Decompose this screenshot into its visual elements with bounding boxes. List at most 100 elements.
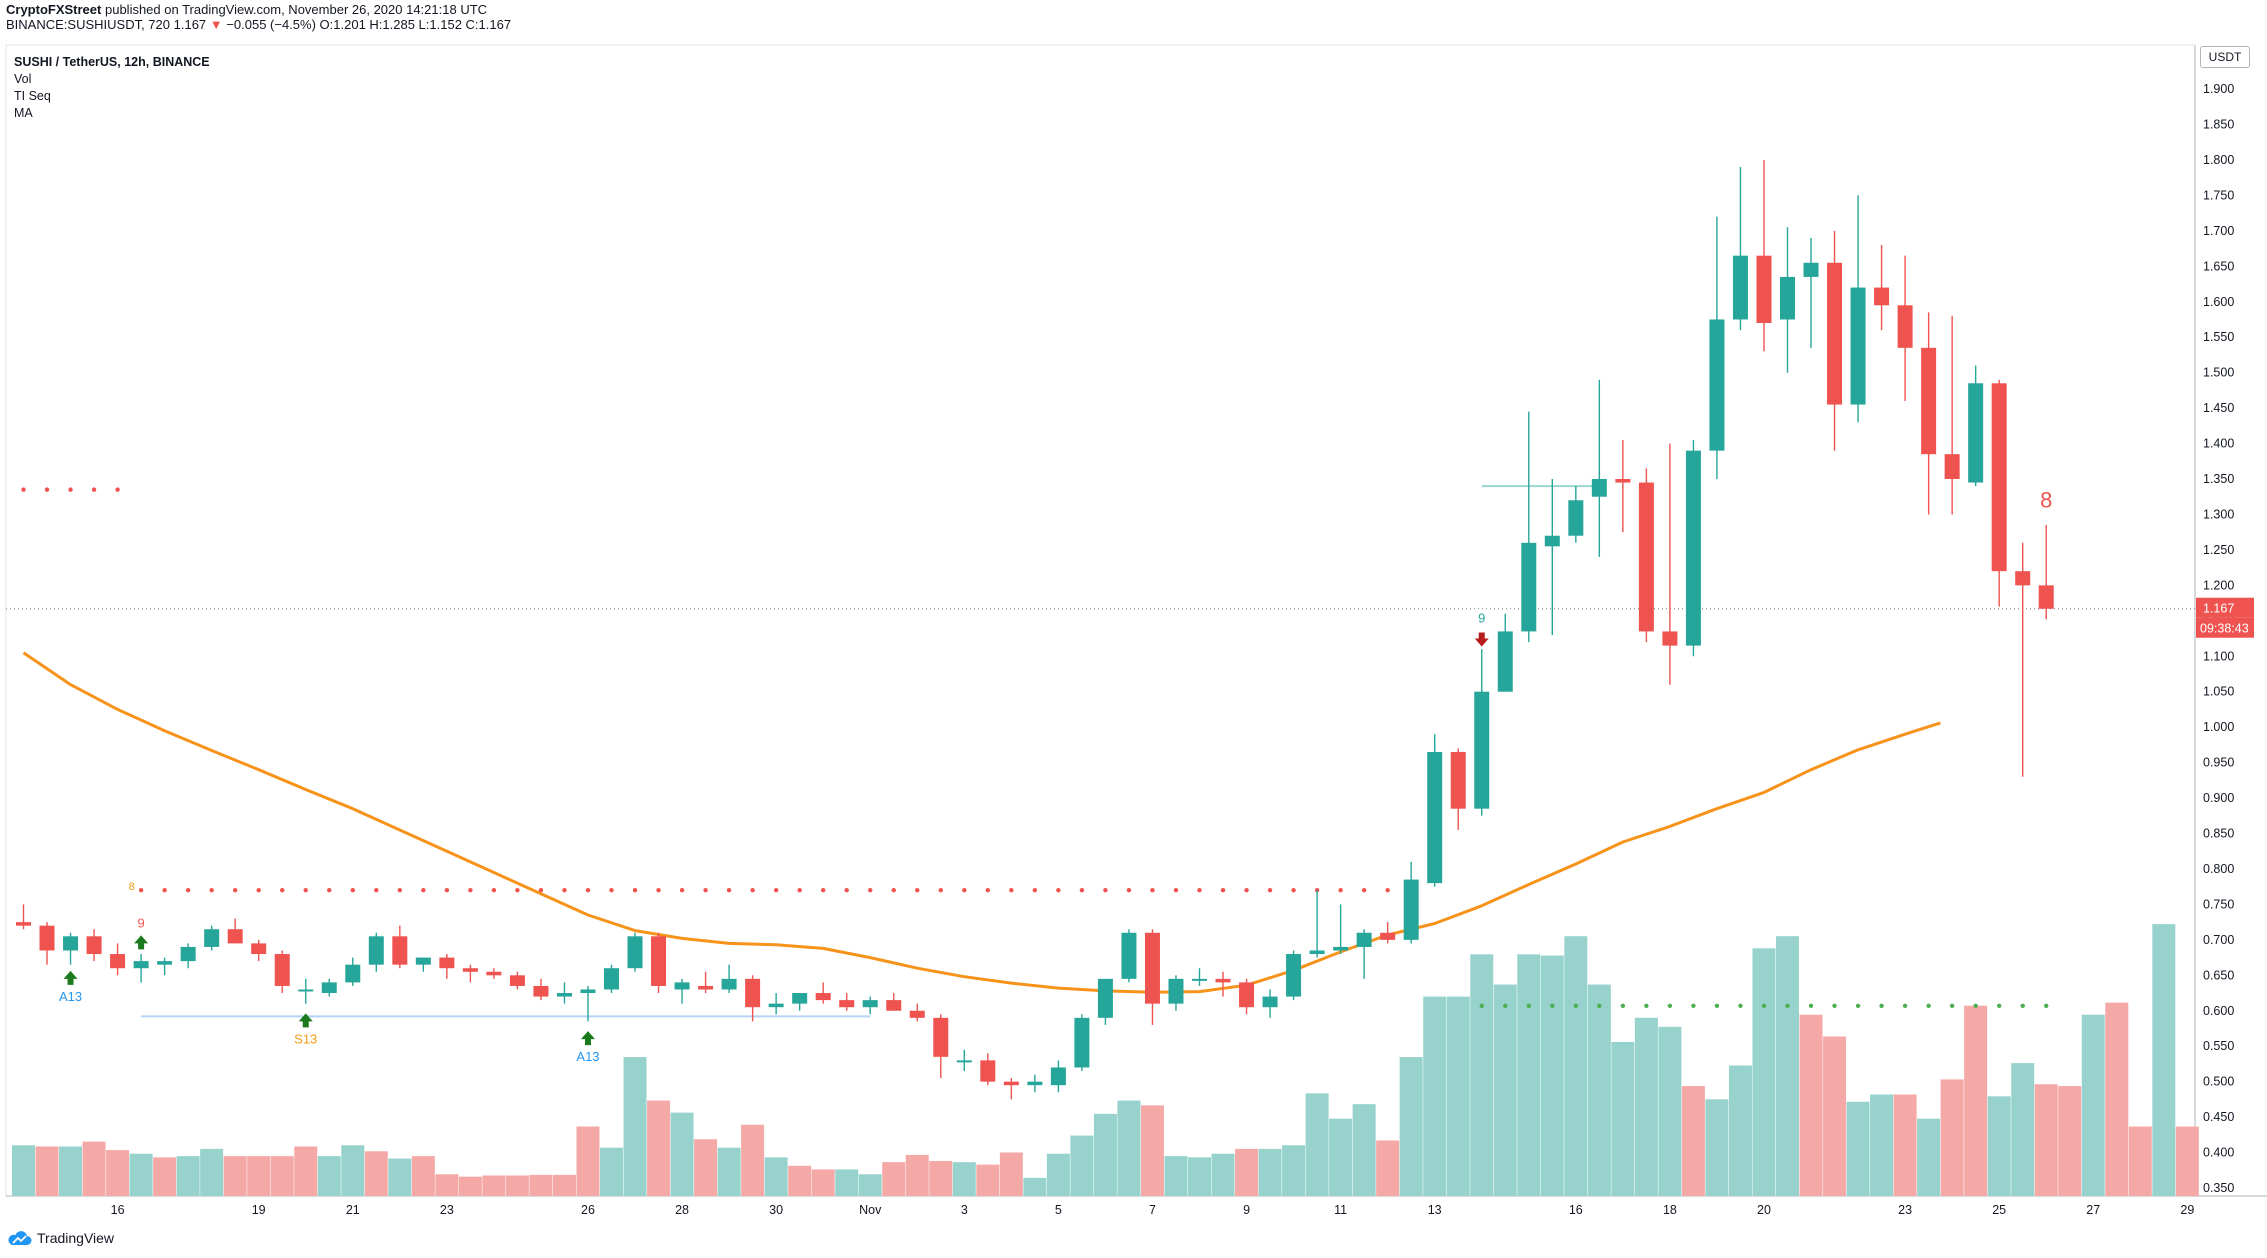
volume-bar (929, 1160, 953, 1196)
candle-body (1027, 1081, 1043, 1086)
seq-label: 9 (1478, 611, 1485, 626)
candle (1709, 216, 1725, 479)
volume-bar (1399, 1057, 1423, 1196)
seq-level-dot (1267, 888, 1273, 893)
candle-body (674, 982, 690, 990)
candle-body (1827, 262, 1843, 405)
candle (486, 968, 502, 979)
volume-bar (764, 1157, 788, 1196)
candle (1309, 890, 1325, 958)
seq-level-dot (1150, 888, 1155, 893)
tradingview-footer[interactable]: TradingView (6, 1230, 114, 1246)
legend-indicator-ma[interactable]: MA (14, 106, 33, 120)
time-tick-label: 28 (675, 1203, 689, 1217)
candle-body (1474, 691, 1490, 809)
volume-bar (1893, 1094, 1917, 1196)
candle (909, 1003, 925, 1022)
symbol-line: BINANCE:SUSHIUSDT, 720 (6, 17, 170, 32)
candle (1050, 1060, 1066, 1093)
candle (204, 925, 220, 951)
seq-level-dot (1550, 1003, 1555, 1008)
candle (321, 978, 337, 997)
time-tick-label: 16 (111, 1203, 125, 1217)
seq-level-dot (750, 888, 755, 893)
seq-level-dot (68, 487, 73, 492)
legend-indicator-vol[interactable]: Vol (14, 72, 32, 86)
candle (274, 950, 290, 994)
volume-bar (1235, 1148, 1259, 1196)
seq-level-dot (820, 888, 826, 893)
seq-level-dot (1620, 1003, 1626, 1008)
volume-bar (106, 1150, 130, 1196)
seq-level-dot (1785, 1003, 1790, 1008)
candle-body (909, 1010, 925, 1018)
candle-body (1144, 932, 1160, 1004)
candle-body (1097, 978, 1113, 1018)
seq-level-dot (1526, 1003, 1531, 1008)
seq-level-dot (985, 888, 991, 893)
candle (1662, 443, 1678, 685)
volume-bar (1823, 1036, 1847, 1196)
candle-body (627, 936, 643, 969)
candle (745, 975, 761, 1022)
volume-bar (858, 1174, 882, 1196)
candle-body (651, 936, 667, 986)
candle (1780, 227, 1795, 373)
seq-level-dot (703, 888, 708, 893)
candle-body (580, 989, 596, 994)
candle (1991, 379, 2007, 607)
candle-body (1262, 996, 1278, 1008)
price-tick-label: 0.650 (2203, 968, 2234, 982)
time-tick-label: 11 (1334, 1203, 1347, 1217)
volume-bar (1964, 1005, 1988, 1196)
seq-label: A13 (59, 989, 82, 1004)
candle-body (1709, 319, 1725, 451)
candle (1144, 929, 1160, 1025)
seq-level-dot (1879, 1003, 1884, 1008)
last-price-badge-label: 1.167 (2203, 602, 2234, 616)
volume-bar (788, 1165, 812, 1196)
candle-body (439, 957, 455, 969)
seq-level-dot (232, 888, 238, 893)
time-tick-label: 20 (1757, 1203, 1771, 1217)
candle (415, 957, 431, 972)
candle-body (509, 975, 525, 986)
tradingview-brand: TradingView (37, 1230, 115, 1246)
candle (533, 978, 549, 1001)
volume-bar (153, 1157, 177, 1196)
volume-bar (600, 1147, 623, 1196)
candle (1003, 1078, 1019, 1100)
chart-legend: SUSHI / TetherUS, 12h, BINANCE Vol TI Se… (14, 54, 210, 122)
seq-level-dot (1597, 1003, 1602, 1008)
candle-body (1215, 978, 1231, 983)
candle-body (2015, 571, 2031, 586)
price-tick-label: 1.300 (2203, 507, 2234, 521)
legend-indicator-ti-seq[interactable]: TI Seq (14, 89, 51, 103)
volume-bar (1446, 996, 1470, 1196)
ohlc-values: O:1.201 H:1.285 L:1.152 C:1.167 (319, 17, 512, 32)
seq-level-dot (844, 888, 849, 893)
time-tick-label: 30 (769, 1203, 783, 1217)
seq-level-dot (773, 888, 779, 893)
volume-bar (717, 1147, 741, 1196)
price-tick-label: 0.950 (2203, 756, 2234, 770)
volume-bar (2081, 1014, 2105, 1196)
volume-bar (670, 1112, 694, 1196)
time-tick-label: 19 (252, 1203, 266, 1217)
candle-body (157, 961, 173, 965)
seq-level-dot (1902, 1003, 1908, 1008)
candle-body (1427, 751, 1443, 884)
currency-unit-label[interactable]: USDT (2200, 46, 2250, 68)
author-name[interactable]: CryptoFXStreet (6, 2, 102, 17)
candle (39, 922, 55, 965)
candle-body (462, 968, 478, 972)
legend-title[interactable]: SUSHI / TetherUS, 12h, BINANCE (14, 55, 210, 69)
volume-bar (1987, 1096, 2011, 1196)
price-tick-label: 1.800 (2203, 153, 2234, 167)
volume-bar (811, 1169, 835, 1196)
seq-level-dot (1573, 1003, 1579, 1008)
price-tick-label: 0.500 (2203, 1075, 2234, 1089)
candle (16, 904, 31, 930)
candle (133, 954, 149, 983)
